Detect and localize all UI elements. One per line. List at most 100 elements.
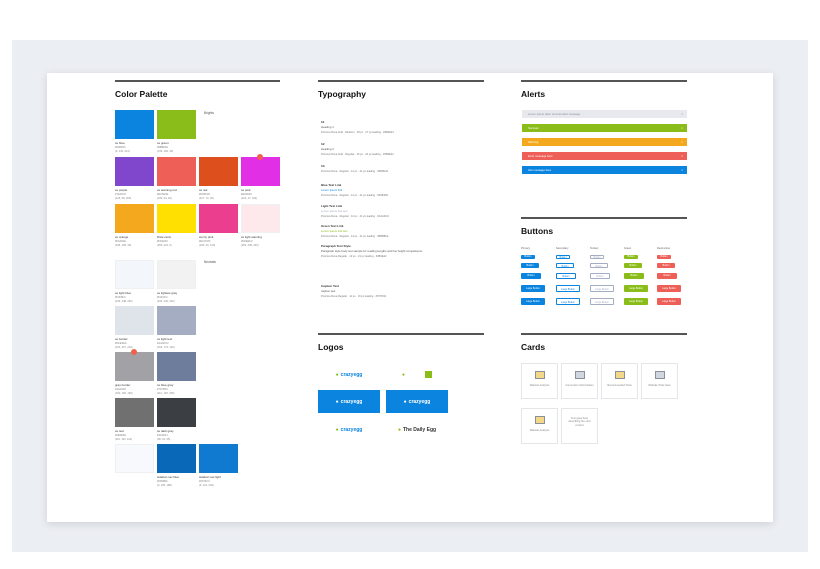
card-text: Website Analysis [529,384,550,387]
feature-card[interactable]: Website Analysis [521,408,558,444]
sample-button[interactable]: Button [556,255,570,259]
color-swatch[interactable]: sunny pink #EC3C8C (236, 60, 140) [199,204,238,247]
sample-button[interactable]: Button [521,263,539,268]
close-icon[interactable]: × [681,112,683,116]
close-icon[interactable]: × [681,154,683,158]
swatch-rgb: (139, 184, 30) [157,150,174,153]
alert-banner[interactable]: Lorem ipsum dolor sit amet alert message… [522,110,687,118]
alert-text: Lorem ipsum dolor sit amet alert message [528,112,581,116]
type-sample: caption text [321,289,336,293]
clipboard-icon [535,371,545,379]
color-swatch[interactable]: ce light text #A4ADC2 (164, 173, 194) [157,306,196,349]
type-spec: Proxima Nova Regular · 11 px · 16 px lea… [321,295,387,298]
alert-banner[interactable]: Success × [522,124,687,132]
color-swatch[interactable]: ce border #DFE3EA (223, 227, 234) [115,306,154,349]
swatch-name: ce blue gray [157,383,174,387]
close-icon[interactable]: × [681,168,683,172]
feature-card[interactable]: Website Tools Here [641,363,678,399]
swatch-chip [157,398,196,427]
color-swatch[interactable]: ce green #8BB81E (139, 184, 30) [157,110,196,153]
sample-button[interactable]: Button [590,263,608,268]
sample-button[interactable]: Button [624,263,642,268]
sample-button[interactable]: Large Button [590,285,614,292]
color-swatch[interactable]: ce blue #0084D6 (0, 132, 214) [115,110,154,153]
color-swatch[interactable]: ce lightest gray #F2F2F2 (242, 242, 242) [157,260,196,303]
color-swatch[interactable]: gray border #A0A0A0 (160, 160, 160) [115,349,154,395]
color-swatch[interactable]: ce purple #7E44C8 (126, 68, 200) [115,157,154,200]
sample-button[interactable]: Button [657,263,675,268]
alert-banner[interactable]: Warning × [522,138,687,146]
feature-card[interactable]: Recommended Tools [601,363,638,399]
alert-banner[interactable]: Error message here × [522,152,687,160]
color-swatch[interactable]: ce light blue #F3F8FC (243, 248, 252) [115,260,154,303]
sample-button[interactable]: Large Button [624,298,648,305]
swatch-rgb: (236, 94, 94) [157,197,172,200]
card-text: Website Analysis [529,429,550,432]
type-spec: Proxima Nova Regular · 13 px · 21 px lea… [321,255,387,258]
sample-button[interactable]: Button [657,255,671,259]
feature-card[interactable]: Text goes here describing the card conte… [561,408,598,444]
egg-icon: ● [403,398,407,405]
swatch-hex: #A4ADC2 [157,342,169,345]
sample-button[interactable]: Large Button [521,298,545,305]
sample-button[interactable]: Large Button [590,298,614,305]
alert-banner[interactable]: Info message here × [522,166,687,174]
swatch-name: ce green [157,141,169,145]
close-icon[interactable]: × [681,126,683,130]
color-swatch[interactable]: Dixie rains #FFE000 (255, 224, 0) [157,204,196,247]
logo-variant: ● crazyegg [386,390,448,413]
sample-button[interactable]: Large Button [521,285,545,292]
swatch-name: ce pink [241,188,251,192]
color-swatch[interactable]: ce light warning #FDEEF0 (253, 238, 240) [241,204,280,247]
sample-button[interactable]: Button [556,263,574,268]
sample-button[interactable]: Button [521,273,541,279]
logo-variant: ● The Daily Egg [386,418,448,441]
sample-button[interactable]: Button [624,255,638,259]
sample-button[interactable]: Large Button [624,285,648,292]
swatch-rgb: (217, 72, 29) [199,197,214,200]
swatch-name: Dixie rains [157,235,172,239]
color-swatch[interactable]: ce text #6E6E6E (110, 110, 110) [115,398,154,441]
color-swatch[interactable]: sidebar nav blue #0069B4 (0, 105, 180) [157,444,196,487]
swatch-hex: #0084D6 [115,146,126,149]
sample-button[interactable]: Large Button [556,298,580,305]
cards-section: Cards Website Analysis Conversion Optimiz… [521,333,687,453]
swatch-name: ce dark gray [157,429,174,433]
logo-variant: ● crazyegg [318,390,380,413]
color-swatch[interactable] [115,444,154,475]
close-icon[interactable]: × [681,140,683,144]
type-style-name: h1 [321,120,325,124]
sample-button[interactable]: Button [590,273,610,279]
sample-button[interactable]: Button [556,273,576,279]
swatch-name: ce light blue [115,291,132,295]
sample-button[interactable]: Large Button [657,285,681,292]
swatch-name: gray border [115,383,131,387]
sample-button[interactable]: Large Button [556,285,580,292]
sample-button[interactable]: Button [521,255,535,259]
egg-icon: ● [401,371,406,378]
sample-button[interactable]: Button [590,255,604,259]
swatch-rgb: (255, 224, 0) [157,244,172,247]
color-swatch[interactable]: ce red #D9481D (217, 72, 29) [199,157,238,200]
feature-card[interactable]: Website Analysis [521,363,558,399]
swatch-hex: #EC5E5E [157,193,169,196]
swatch-hex: #EC3C8C [199,240,211,243]
sample-button[interactable]: Button [624,273,644,279]
swatch-name: ce border [115,337,128,341]
type-style-name: Blue Text Link [321,183,342,187]
color-swatch[interactable]: ce blue gray #707D9C (112, 125, 156) [157,352,196,395]
type-spec: Proxima Nova · Regular · 14 px · 21 px l… [321,215,389,218]
buttons-grid: Primary Button Button Button Large Button Lar… [521,247,687,317]
color-swatch[interactable]: sidebar nav light #0079CC (0, 121, 204) [199,444,238,487]
swatch-chip [115,157,154,186]
color-swatch[interactable]: ce pink #E02FE0 (224, 47, 224) [241,154,280,200]
typography-row: Light Text Link Lorem ipsum link text Prox… [321,204,461,218]
color-swatch[interactable]: ce warning red #EC5E5E (236, 94, 94) [157,157,196,200]
swatch-rgb: (242, 242, 242) [157,300,175,303]
sample-button[interactable]: Button [657,273,677,279]
section-title: Color Palette [115,89,168,99]
feature-card[interactable]: Conversion Optimization [561,363,598,399]
color-swatch[interactable]: ce orange #F6A81E (246, 168, 30) [115,204,154,247]
sample-button[interactable]: Large Button [657,298,681,305]
color-swatch[interactable]: ce dark gray #3A3D41 (58, 61, 65) [157,398,196,441]
